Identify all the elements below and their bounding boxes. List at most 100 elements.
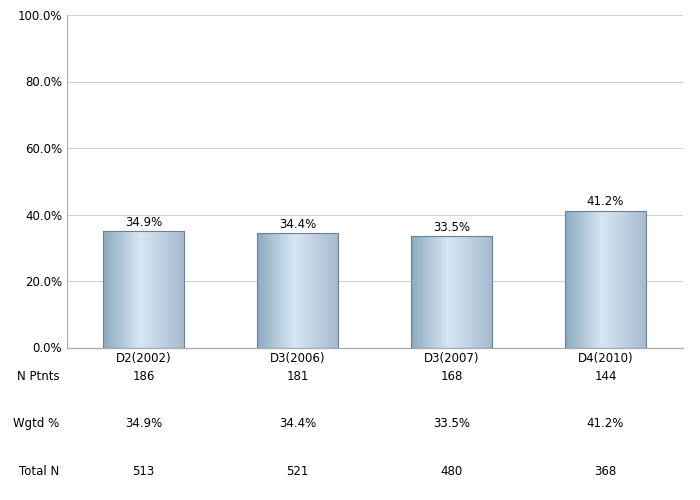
Bar — [132, 232, 133, 347]
Bar — [299, 233, 300, 347]
Bar — [315, 233, 316, 347]
Bar — [612, 210, 614, 348]
Bar — [258, 233, 337, 347]
Bar — [182, 232, 183, 347]
Bar — [615, 210, 616, 348]
Text: 513: 513 — [132, 465, 155, 478]
Bar — [421, 236, 422, 348]
Bar — [568, 210, 570, 348]
Bar — [428, 236, 429, 348]
Bar — [260, 233, 262, 347]
Bar — [314, 233, 315, 347]
Bar — [336, 233, 337, 347]
Bar — [431, 236, 433, 348]
Bar — [318, 233, 319, 347]
Bar — [587, 210, 588, 348]
Text: 33.5%: 33.5% — [433, 417, 470, 430]
Bar — [435, 236, 437, 348]
Bar — [566, 210, 567, 348]
Bar — [174, 232, 176, 347]
Bar — [274, 233, 275, 347]
Bar — [449, 236, 450, 348]
Bar — [475, 236, 477, 348]
Bar — [303, 233, 304, 347]
Bar — [465, 236, 466, 348]
Bar — [426, 236, 428, 348]
Bar — [111, 232, 113, 347]
Bar — [576, 210, 578, 348]
Text: 480: 480 — [440, 465, 463, 478]
Bar — [636, 210, 638, 348]
Bar — [108, 232, 109, 347]
Bar — [485, 236, 486, 348]
Bar — [592, 210, 594, 348]
Bar — [584, 210, 586, 348]
Bar — [583, 210, 584, 348]
Bar — [332, 233, 334, 347]
Bar — [320, 233, 322, 347]
Bar — [146, 232, 148, 347]
Bar — [412, 236, 413, 348]
Bar — [452, 236, 453, 348]
Bar — [424, 236, 425, 348]
Bar — [268, 233, 270, 347]
Bar — [622, 210, 623, 348]
Bar — [469, 236, 470, 348]
Bar — [616, 210, 617, 348]
Bar — [450, 236, 452, 348]
Bar — [181, 232, 183, 347]
Bar — [639, 210, 640, 348]
Bar — [573, 210, 575, 348]
Bar — [425, 236, 426, 348]
Bar — [129, 232, 130, 347]
Text: 368: 368 — [594, 465, 617, 478]
Bar — [441, 236, 442, 348]
Bar — [582, 210, 583, 348]
Bar — [284, 233, 286, 347]
Bar — [474, 236, 476, 348]
Bar — [300, 233, 302, 347]
Bar — [634, 210, 635, 348]
Text: 34.9%: 34.9% — [125, 417, 162, 430]
Text: 41.2%: 41.2% — [587, 195, 624, 208]
Bar — [150, 232, 152, 347]
Bar — [604, 210, 606, 348]
Bar — [293, 233, 295, 347]
Bar — [309, 233, 311, 347]
Bar — [434, 236, 435, 348]
Bar — [321, 233, 323, 347]
Bar — [104, 232, 105, 347]
Bar — [323, 233, 324, 347]
Bar — [106, 232, 108, 347]
Bar — [302, 233, 303, 347]
Bar — [165, 232, 167, 347]
Bar — [162, 232, 164, 347]
Bar — [454, 236, 456, 348]
Bar — [114, 232, 116, 347]
Bar — [413, 236, 414, 348]
Bar — [305, 233, 307, 347]
Bar — [292, 233, 294, 347]
Bar — [116, 232, 117, 347]
Bar — [176, 232, 177, 347]
Bar — [489, 236, 491, 348]
Bar — [635, 210, 636, 348]
Bar — [125, 232, 126, 347]
Bar — [578, 210, 579, 348]
Bar — [316, 233, 318, 347]
Bar — [644, 210, 645, 348]
Bar — [151, 232, 153, 347]
Bar — [458, 236, 460, 348]
Bar — [598, 210, 601, 348]
Bar — [154, 232, 155, 347]
Bar — [110, 232, 111, 347]
Bar — [283, 233, 284, 347]
Bar — [157, 232, 158, 347]
Bar — [570, 210, 571, 348]
Bar — [164, 232, 165, 347]
Bar — [145, 232, 146, 347]
Bar — [275, 233, 276, 347]
Bar — [118, 232, 120, 347]
Bar — [626, 210, 627, 348]
Bar — [444, 236, 447, 348]
